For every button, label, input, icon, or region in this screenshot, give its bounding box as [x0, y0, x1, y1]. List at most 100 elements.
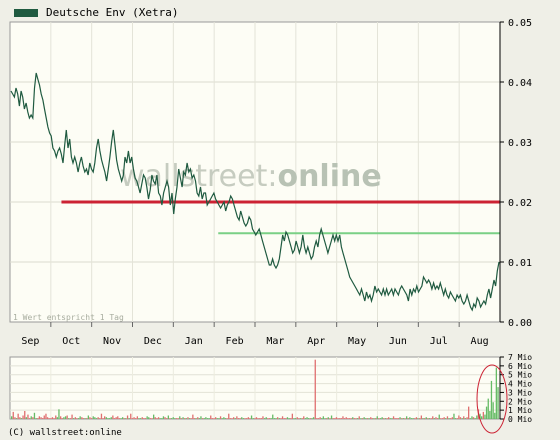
- volume-bar: [247, 417, 250, 419]
- volume-bar: [340, 418, 343, 419]
- volume-bar: [86, 418, 88, 419]
- volume-bar: [337, 418, 339, 419]
- volume-bar: [469, 418, 471, 419]
- volume-bar: [404, 418, 406, 419]
- volume-bar: [428, 418, 431, 419]
- volume-bar: [459, 417, 462, 419]
- volume-bar: [174, 418, 176, 419]
- volume-bar: [375, 418, 377, 419]
- volume-bar: [55, 415, 57, 419]
- volume-bar: [464, 418, 467, 419]
- volume-bar: [35, 418, 37, 419]
- volume-bar: [309, 418, 312, 419]
- volume-bar: [208, 418, 210, 419]
- volume-bar: [68, 418, 70, 419]
- y-tick-label: 0.02: [508, 198, 532, 209]
- volume-bar: [131, 418, 134, 419]
- volume-bar: [389, 418, 391, 419]
- volume-bar: [89, 417, 91, 419]
- volume-bar: [141, 417, 143, 419]
- volume-bar: [12, 411, 14, 419]
- volume-bar: [224, 418, 227, 419]
- volume-bar: [143, 418, 145, 419]
- volume-bar: [348, 418, 351, 419]
- volume-bar: [17, 413, 19, 419]
- volume-bar: [448, 418, 450, 419]
- volume-bar: [322, 416, 325, 419]
- volume-bar: [273, 418, 276, 419]
- price-series: [10, 72, 500, 312]
- volume-bar: [175, 418, 178, 419]
- volume-bar: [40, 417, 42, 419]
- volume-bar: [295, 418, 297, 419]
- volume-bar: [234, 418, 236, 419]
- volume-bar: [120, 418, 122, 419]
- volume-bar: [104, 416, 106, 419]
- volume-bar: [272, 414, 274, 419]
- volume-bar: [50, 418, 52, 419]
- volume-bar: [487, 398, 489, 419]
- volume-bar: [275, 418, 277, 419]
- volume-bar: [226, 418, 228, 419]
- volume-bar: [157, 417, 160, 419]
- volume-bar: [146, 416, 148, 419]
- volume-bar: [363, 417, 365, 419]
- volume-bar: [94, 417, 96, 419]
- volume-bar: [329, 418, 331, 419]
- volume-bar: [260, 418, 263, 419]
- volume-bar: [257, 418, 259, 419]
- volume-bar: [371, 418, 374, 419]
- volume-bar: [396, 418, 398, 419]
- x-tick-label: Jun: [389, 336, 407, 347]
- volume-bar: [296, 417, 298, 419]
- volume-bar: [148, 417, 150, 419]
- volume-bar: [360, 418, 362, 419]
- x-axis-ticks: Sep Oct Nov Dec Jan Feb Mar Apr May Jun Jul Aug: [21, 322, 489, 347]
- volume-bar: [239, 418, 241, 419]
- data-note: 1 Wert entspricht 1 Tag: [13, 313, 124, 322]
- volume-bar: [71, 414, 73, 419]
- volume-bar: [437, 418, 439, 419]
- volume-bar: [433, 418, 436, 419]
- volume-bar: [255, 417, 258, 419]
- volume-bar: [264, 418, 266, 419]
- volume-bar: [458, 415, 460, 419]
- volume-bar: [66, 415, 68, 419]
- volume-bar: [366, 418, 369, 419]
- volume-bar: [159, 418, 161, 419]
- x-tick-label: Oct: [62, 336, 80, 347]
- volume-bar: [370, 417, 372, 419]
- volume-bar: [443, 417, 445, 419]
- volume-tick-label: 6 Mio: [508, 362, 532, 371]
- volume-bar: [105, 417, 108, 419]
- volume-bar: [334, 418, 336, 419]
- volume-bar: [161, 418, 163, 419]
- y-tick-label: 0.01: [508, 258, 532, 269]
- volume-tick-label: 4 Mio: [508, 380, 532, 389]
- volume-bar: [188, 418, 191, 419]
- volume-bar: [200, 416, 202, 419]
- volume-bar: [407, 418, 409, 419]
- volume-bar: [466, 417, 468, 419]
- volume-bar: [298, 418, 300, 419]
- volume-bar: [236, 416, 238, 419]
- volume-bar: [95, 418, 98, 419]
- volume-bar: [316, 418, 318, 419]
- y-tick-label: 0.00: [508, 318, 532, 329]
- volume-bar: [293, 418, 295, 419]
- volume-bar: [430, 418, 432, 419]
- volume-bar: [468, 406, 470, 419]
- volume-bar: [355, 418, 357, 419]
- volume-bar: [290, 418, 292, 419]
- volume-bar: [32, 417, 34, 419]
- volume-bar: [195, 418, 197, 419]
- volume-bar: [185, 418, 187, 419]
- volume-bar: [339, 418, 341, 419]
- x-tick-label: Apr: [307, 336, 325, 347]
- volume-bar: [138, 418, 140, 419]
- volume-bar: [324, 418, 326, 419]
- volume-tick-label: 1 Mio: [508, 406, 532, 415]
- volume-bar: [438, 414, 440, 419]
- volume-bar: [228, 413, 230, 419]
